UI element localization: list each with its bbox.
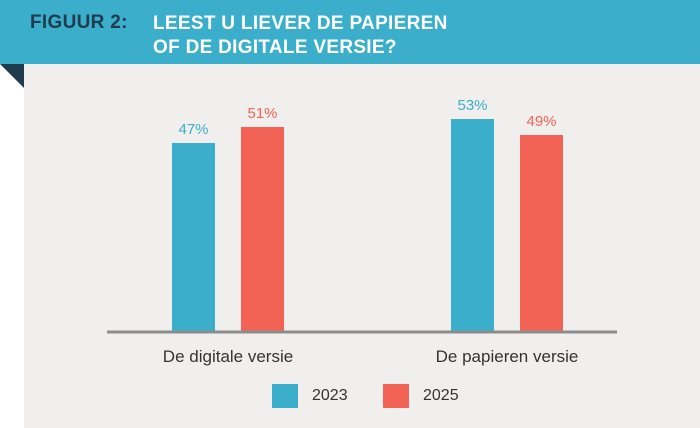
chart-title-line-2: OF DE DIGITALE VERSIE? xyxy=(153,37,397,58)
data-labels-group: 47% 51% 53% 49% xyxy=(178,97,556,138)
bars-group xyxy=(172,119,563,331)
legend-swatch-2025 xyxy=(383,384,409,408)
bar-de-digitale-versie-2025 xyxy=(241,127,284,331)
title-banner xyxy=(0,0,700,64)
chart-title: LEEST U LIEVER DE PAPIEREN OF DE DIGITAL… xyxy=(153,12,448,60)
category-label-de-digitale-versie: De digitale versie xyxy=(163,347,293,366)
bar-de-digitale-versie-2023 xyxy=(172,143,215,331)
bar-de-papieren-versie-2025 xyxy=(520,135,563,331)
legend-label-2025: 2025 xyxy=(423,387,459,404)
data-label-de-digitale-versie-2023: 47% xyxy=(178,121,208,138)
legend-swatch-2023 xyxy=(272,384,298,408)
category-labels-group: De digitale versie De papieren versie xyxy=(163,347,579,366)
chart-panel xyxy=(24,64,700,428)
data-label-de-papieren-versie-2025: 49% xyxy=(526,113,556,130)
data-label-de-papieren-versie-2023: 53% xyxy=(457,97,487,114)
chart-title-line-1: LEEST U LIEVER DE PAPIEREN xyxy=(153,13,448,34)
data-label-de-digitale-versie-2025: 51% xyxy=(247,105,277,122)
figure-label: FIGUUR 2: xyxy=(30,12,128,33)
banner-fold xyxy=(0,64,24,88)
bar-de-papieren-versie-2023 xyxy=(451,119,494,331)
category-label-de-papieren-versie: De papieren versie xyxy=(436,347,579,366)
legend-label-2023: 2023 xyxy=(312,387,348,404)
